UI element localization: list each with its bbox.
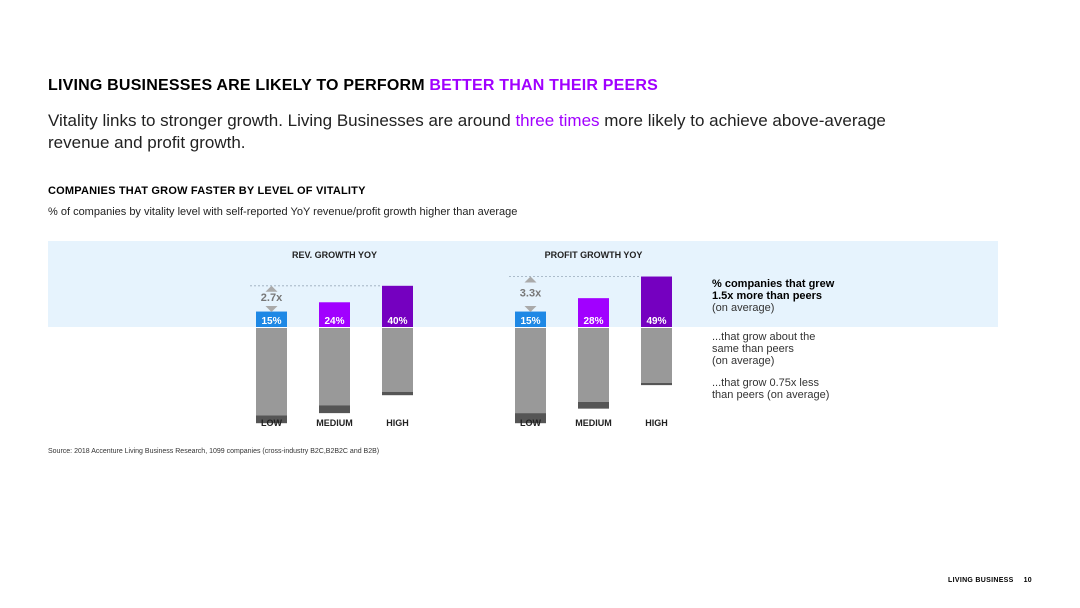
legend-above-peers: % companies that grew 1.5x more than pee… xyxy=(712,278,834,314)
bar-same-1-2 xyxy=(641,328,672,383)
page-number: 10 xyxy=(1023,577,1032,584)
bar-above-1-1 xyxy=(578,298,609,327)
up-arrow-0 xyxy=(265,285,278,292)
legend-above-line-2: 1.5x more than peers xyxy=(712,290,823,302)
legend-less-line-1: ...that grow 0.75x less xyxy=(712,377,819,389)
bar-less-1-1 xyxy=(578,401,609,409)
legend-same-line-1: ...that grow about the xyxy=(712,331,816,343)
subtitle-before: Vitality links to stronger growth. Livin… xyxy=(48,111,516,130)
section-title: COMPANIES THAT GROW FASTER BY LEVEL OF V… xyxy=(48,185,366,197)
data-label-1-2: 49% xyxy=(646,316,666,327)
up-arrow-1 xyxy=(524,276,537,283)
footer-label: LIVING BUSINESS xyxy=(948,577,1014,584)
bar-above-0-2 xyxy=(382,285,413,327)
down-arrow-1 xyxy=(524,306,537,312)
legend-same-as-peers: ...that grow about the same than peers (… xyxy=(712,331,815,367)
data-label-0-2: 40% xyxy=(387,316,407,327)
category-label-0-1: MEDIUM xyxy=(316,418,353,428)
category-label-0-2: HIGH xyxy=(386,418,409,428)
subtitle-accent: three times xyxy=(515,111,600,130)
subtitle-after: more likely to achieve above-average rev… xyxy=(48,111,886,152)
category-label-1-1: MEDIUM xyxy=(575,418,612,428)
data-label-0-1: 24% xyxy=(324,316,344,327)
title-accent: BETTER THAN THEIR PEERS xyxy=(429,77,659,94)
source-note: Source: 2018 Accenture Living Business R… xyxy=(48,448,380,455)
data-label-0-0: 15% xyxy=(261,316,281,327)
chart-title-0: REV. GROWTH YOY xyxy=(292,250,377,260)
title-main: LIVING BUSINESSES ARE LIKELY TO PERFORM xyxy=(48,77,430,94)
down-arrow-0 xyxy=(265,306,278,312)
page-subtitle: Vitality links to stronger growth. Livin… xyxy=(48,110,948,154)
legend-same-line-2: same than peers xyxy=(712,343,794,355)
bar-above-0-0 xyxy=(256,311,287,327)
bar-less-1-0 xyxy=(515,413,546,424)
data-label-1-0: 15% xyxy=(520,316,540,327)
bar-same-1-0 xyxy=(515,328,546,414)
bar-above-0-1 xyxy=(319,302,350,327)
bar-less-1-2 xyxy=(641,382,672,386)
page-title: LIVING BUSINESSES ARE LIKELY TO PERFORM … xyxy=(48,77,658,95)
legend-less-than-peers: ...that grow 0.75x less than peers (on a… xyxy=(712,377,829,401)
bar-same-1-1 xyxy=(578,328,609,402)
bar-less-0-0 xyxy=(256,415,287,424)
chart-title-1: PROFIT GROWTH YOY xyxy=(545,250,643,260)
category-label-1-2: HIGH xyxy=(645,418,668,428)
bar-same-0-0 xyxy=(256,328,287,416)
data-label-1-1: 28% xyxy=(583,316,603,327)
legend-above-line-3: (on average) xyxy=(712,302,775,314)
legend-above-line-1: % companies that grew xyxy=(712,278,835,290)
section-subtitle: % of companies by vitality level with se… xyxy=(48,206,518,218)
bar-same-0-1 xyxy=(319,328,350,406)
legend-same-line-3: (on average) xyxy=(712,355,775,367)
category-label-1-0: LOW xyxy=(520,418,541,428)
category-label-0-0: LOW xyxy=(261,418,282,428)
bar-above-1-0 xyxy=(515,311,546,327)
footer: LIVING BUSINESS 10 xyxy=(948,577,1032,584)
multiplier-label-1: 3.3x xyxy=(520,287,542,299)
multiplier-label-0: 2.7x xyxy=(261,292,283,304)
bar-above-1-2 xyxy=(641,276,672,327)
legend-less-line-2: than peers (on average) xyxy=(712,389,830,401)
bar-less-0-1 xyxy=(319,405,350,414)
bar-less-0-2 xyxy=(382,391,413,396)
bar-same-0-2 xyxy=(382,328,413,392)
